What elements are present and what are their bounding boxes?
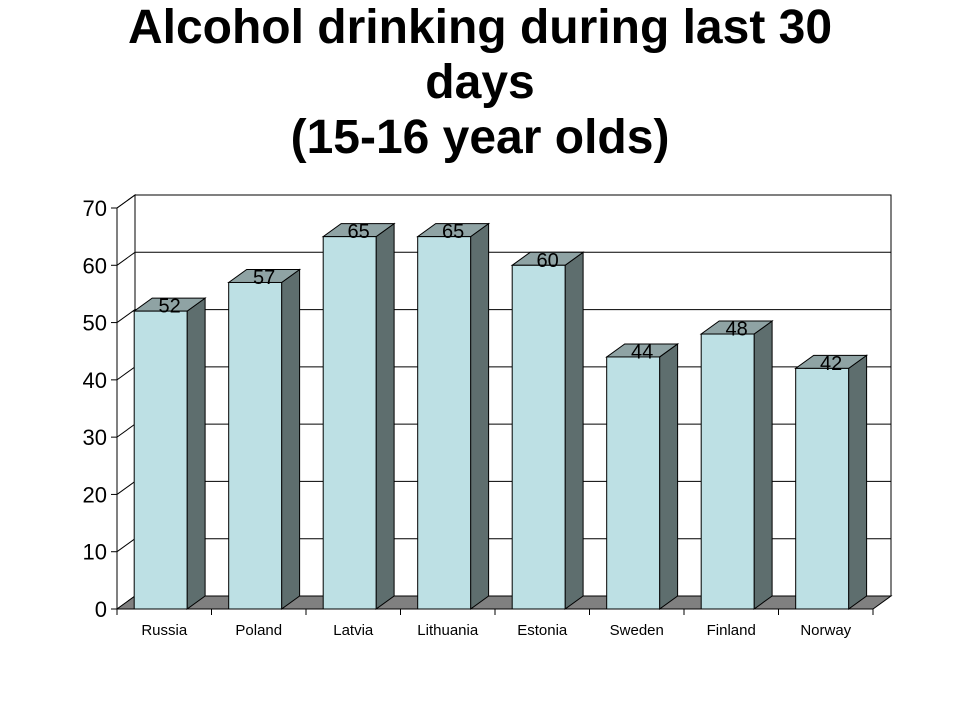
bar-side-latvia	[375, 222, 395, 610]
y-tick-label: 50	[83, 311, 107, 336]
x-tick-label-lithuania: Lithuania	[417, 622, 479, 639]
bar-front-latvia	[322, 236, 377, 610]
x-tick-label-estonia: Estonia	[517, 622, 568, 639]
bar-latvia	[321, 222, 396, 610]
x-tick-label-sweden: Sweden	[610, 622, 664, 639]
gridline-depth	[116, 481, 136, 495]
data-label-sweden: 44	[631, 341, 653, 363]
bar-side-estonia	[564, 251, 584, 610]
data-label-lithuania: 65	[442, 221, 464, 243]
gridline-depth	[116, 309, 136, 323]
bar-russia	[132, 297, 207, 610]
chart-title-line-3: (15-16 year olds)	[290, 111, 670, 164]
x-tick-label-norway: Norway	[800, 622, 851, 639]
y-tick-label: 0	[95, 597, 107, 622]
side-wall	[116, 194, 136, 610]
gridline-depth	[116, 251, 136, 266]
bar-side-russia	[186, 297, 206, 610]
bar-front-finland	[700, 333, 755, 610]
gridline-depth	[116, 538, 136, 553]
data-label-estonia: 60	[537, 250, 559, 272]
bar-side-finland	[753, 320, 773, 610]
chart-title: Alcohol drinking during last 30 days (15…	[0, 0, 960, 165]
bar-sweden	[605, 342, 680, 610]
gridline-depth	[116, 366, 136, 381]
gridline-depth	[116, 423, 136, 438]
bar-front-russia	[133, 310, 188, 610]
x-tick-label-russia: Russia	[141, 622, 188, 639]
x-tick-label-finland: Finland	[707, 622, 756, 639]
bar-side-lithuania	[470, 222, 490, 610]
bar-front-estonia	[511, 264, 566, 610]
bar-side-sweden	[659, 342, 679, 610]
y-tick-label: 70	[83, 196, 107, 221]
bar-front-sweden	[606, 356, 661, 610]
y-tick-label: 10	[83, 540, 107, 565]
data-label-latvia: 65	[348, 221, 370, 243]
x-axis: Russia Poland Latvia Lithuania Estonia Sweden…	[116, 608, 874, 639]
y-tick-label: 30	[83, 425, 107, 450]
y-tick-label: 60	[83, 253, 107, 278]
bar-finland	[699, 320, 774, 610]
bar-norway	[794, 354, 869, 610]
data-label-russia: 52	[159, 296, 181, 318]
bar-poland	[227, 268, 302, 610]
x-tick-label-poland: Poland	[235, 622, 282, 639]
chart-title-line-1: Alcohol drinking during last 30	[127, 1, 833, 54]
data-labels: 52 57 65 65 60 44 48 42	[159, 221, 843, 375]
bar-side-poland	[281, 268, 301, 610]
bar-estonia	[510, 251, 585, 610]
bar-side-norway	[848, 354, 868, 610]
y-axis: 0 10 20 30 40 50 60 70	[83, 196, 118, 622]
y-tick-label: 20	[83, 482, 107, 507]
gridline-depth	[116, 194, 136, 209]
data-label-norway: 42	[820, 353, 842, 375]
y-tick-label: 40	[83, 368, 107, 393]
bar-lithuania	[416, 222, 491, 610]
bar-front-poland	[228, 281, 283, 610]
bar-front-lithuania	[417, 236, 472, 610]
chart-title-line-2: days	[425, 56, 535, 109]
x-tick-label-latvia: Latvia	[333, 622, 374, 639]
data-label-poland: 57	[253, 267, 275, 289]
bar-front-norway	[795, 367, 850, 610]
bar-series	[132, 222, 869, 610]
data-label-finland: 48	[726, 319, 748, 341]
